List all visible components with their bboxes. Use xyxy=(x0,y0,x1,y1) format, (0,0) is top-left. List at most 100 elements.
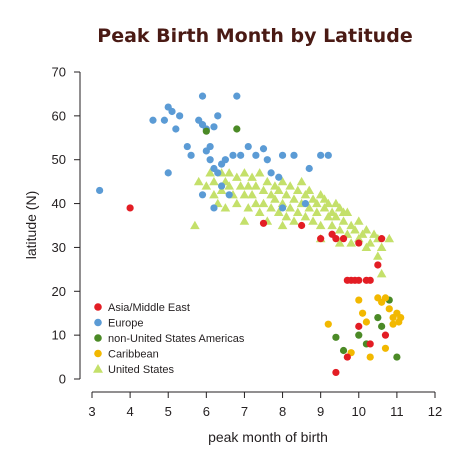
data-point xyxy=(350,225,360,234)
x-tick-label: 9 xyxy=(317,404,324,419)
data-point xyxy=(289,194,299,203)
data-point xyxy=(190,220,200,230)
chart-title: Peak Birth Month by Latitude xyxy=(97,25,412,47)
data-point xyxy=(355,239,363,247)
data-point xyxy=(385,305,393,313)
data-point xyxy=(308,194,318,203)
data-point xyxy=(237,151,245,159)
data-point xyxy=(331,211,341,221)
data-point xyxy=(160,116,169,124)
y-axis: 0 10 20 30 40 50 60 70 xyxy=(52,65,81,387)
data-point xyxy=(149,116,157,124)
x-tick-label: 8 xyxy=(279,404,286,419)
data-point xyxy=(296,176,307,186)
legend-label: Europe xyxy=(108,318,143,330)
data-point xyxy=(317,151,325,159)
data-point xyxy=(319,203,330,212)
data-point xyxy=(317,235,325,243)
data-point xyxy=(324,151,332,159)
data-point xyxy=(243,203,254,212)
data-point xyxy=(233,125,241,133)
data-point xyxy=(327,220,337,230)
data-point xyxy=(397,314,405,322)
data-point xyxy=(220,203,231,212)
data-point xyxy=(201,181,212,190)
legend-label: non-United States Americas xyxy=(108,333,245,345)
data-point xyxy=(232,198,242,208)
data-point xyxy=(373,251,383,260)
data-point xyxy=(235,181,246,190)
data-point xyxy=(206,156,214,164)
data-point xyxy=(233,92,241,100)
y-tick-label: 30 xyxy=(52,240,66,255)
data-point xyxy=(247,172,257,181)
data-point xyxy=(361,242,372,252)
data-point xyxy=(301,199,310,208)
data-point xyxy=(281,211,292,221)
legend-label: Caribbean xyxy=(108,349,159,361)
data-point xyxy=(247,190,257,199)
data-point xyxy=(362,318,370,326)
x-tick-label: 11 xyxy=(390,404,404,419)
data-point xyxy=(273,185,284,195)
data-point xyxy=(239,168,250,177)
data-point xyxy=(229,151,237,159)
data-point xyxy=(126,204,134,212)
data-point xyxy=(298,221,306,230)
data-point xyxy=(172,125,180,133)
data-point xyxy=(357,229,368,238)
data-point xyxy=(334,238,345,247)
data-point xyxy=(339,235,348,243)
legend-label: Asia/Middle East xyxy=(108,302,190,314)
data-point xyxy=(369,229,379,238)
data-point xyxy=(289,216,299,225)
data-point xyxy=(285,203,295,212)
data-point xyxy=(305,164,313,173)
data-point xyxy=(254,207,265,216)
data-point xyxy=(224,181,234,190)
data-point xyxy=(366,353,374,361)
data-point xyxy=(331,198,341,208)
data-point xyxy=(300,211,311,221)
data-point xyxy=(277,198,288,208)
data-point xyxy=(381,344,390,352)
legend-marker xyxy=(93,364,103,373)
data-point xyxy=(277,176,288,186)
data-point xyxy=(312,207,322,216)
y-axis-label: latitude (N) xyxy=(23,191,39,259)
data-point xyxy=(232,172,242,181)
data-point xyxy=(225,191,233,199)
data-point xyxy=(389,320,397,328)
data-point xyxy=(285,181,295,190)
data-point xyxy=(278,151,287,159)
series-caribbean xyxy=(324,294,405,361)
series-united-states xyxy=(190,168,395,278)
x-tick-label: 12 xyxy=(428,404,442,419)
data-point xyxy=(374,261,382,269)
series-asia-middle-east xyxy=(126,204,390,377)
data-point xyxy=(312,198,322,208)
data-point xyxy=(224,168,234,177)
x-tick-label: 7 xyxy=(241,404,248,419)
x-tick-label: 3 xyxy=(88,404,95,419)
data-point xyxy=(187,151,195,159)
legend-marker xyxy=(94,318,102,327)
legend-marker xyxy=(94,349,102,358)
data-point xyxy=(267,169,275,177)
data-point xyxy=(308,216,318,225)
data-point xyxy=(252,151,260,159)
x-tick-label: 10 xyxy=(352,404,366,419)
data-point xyxy=(239,216,250,225)
data-point xyxy=(353,216,364,225)
data-point xyxy=(206,142,214,151)
data-point xyxy=(355,322,363,330)
data-point xyxy=(324,320,332,328)
data-point xyxy=(244,142,252,151)
data-point xyxy=(332,368,340,377)
data-point xyxy=(258,185,269,195)
data-point xyxy=(275,173,283,181)
data-point xyxy=(332,235,340,243)
legend-marker xyxy=(94,334,102,342)
x-tick-label: 6 xyxy=(203,404,210,419)
